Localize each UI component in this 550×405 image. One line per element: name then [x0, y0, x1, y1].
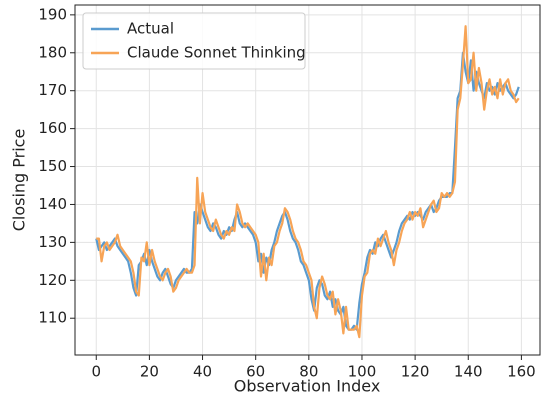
y-axis-label: Closing Price [10, 129, 29, 232]
x-tick-label: 60 [246, 363, 265, 381]
x-tick-label: 120 [401, 363, 430, 381]
y-tick-label: 160 [38, 119, 67, 137]
y-tick-label: 180 [38, 43, 67, 61]
x-axis-label: Observation Index [234, 377, 381, 396]
x-tick-label: 0 [91, 363, 101, 381]
y-tick-label: 170 [38, 81, 67, 99]
line-series [96, 25, 520, 339]
plot-frame [74, 4, 541, 356]
legend-label: Actual [127, 20, 174, 38]
y-tick-label: 190 [38, 5, 67, 23]
y-tick-label: 130 [38, 233, 67, 251]
legend-label: Claude Sonnet Thinking [127, 44, 306, 62]
x-tick-label: 20 [140, 363, 159, 381]
y-tick-label: 150 [38, 157, 67, 175]
y-tick-label: 140 [38, 195, 67, 213]
line-series [95, 51, 520, 331]
x-tick-label: 40 [193, 363, 212, 381]
x-tick-label: 140 [454, 363, 483, 381]
y-tick-label: 120 [38, 271, 67, 289]
x-tick-label: 80 [299, 363, 318, 381]
y-tick-label: 110 [38, 309, 67, 327]
legend-box [82, 12, 306, 70]
x-tick-label: 100 [348, 363, 377, 381]
x-tick-label: 160 [507, 363, 536, 381]
